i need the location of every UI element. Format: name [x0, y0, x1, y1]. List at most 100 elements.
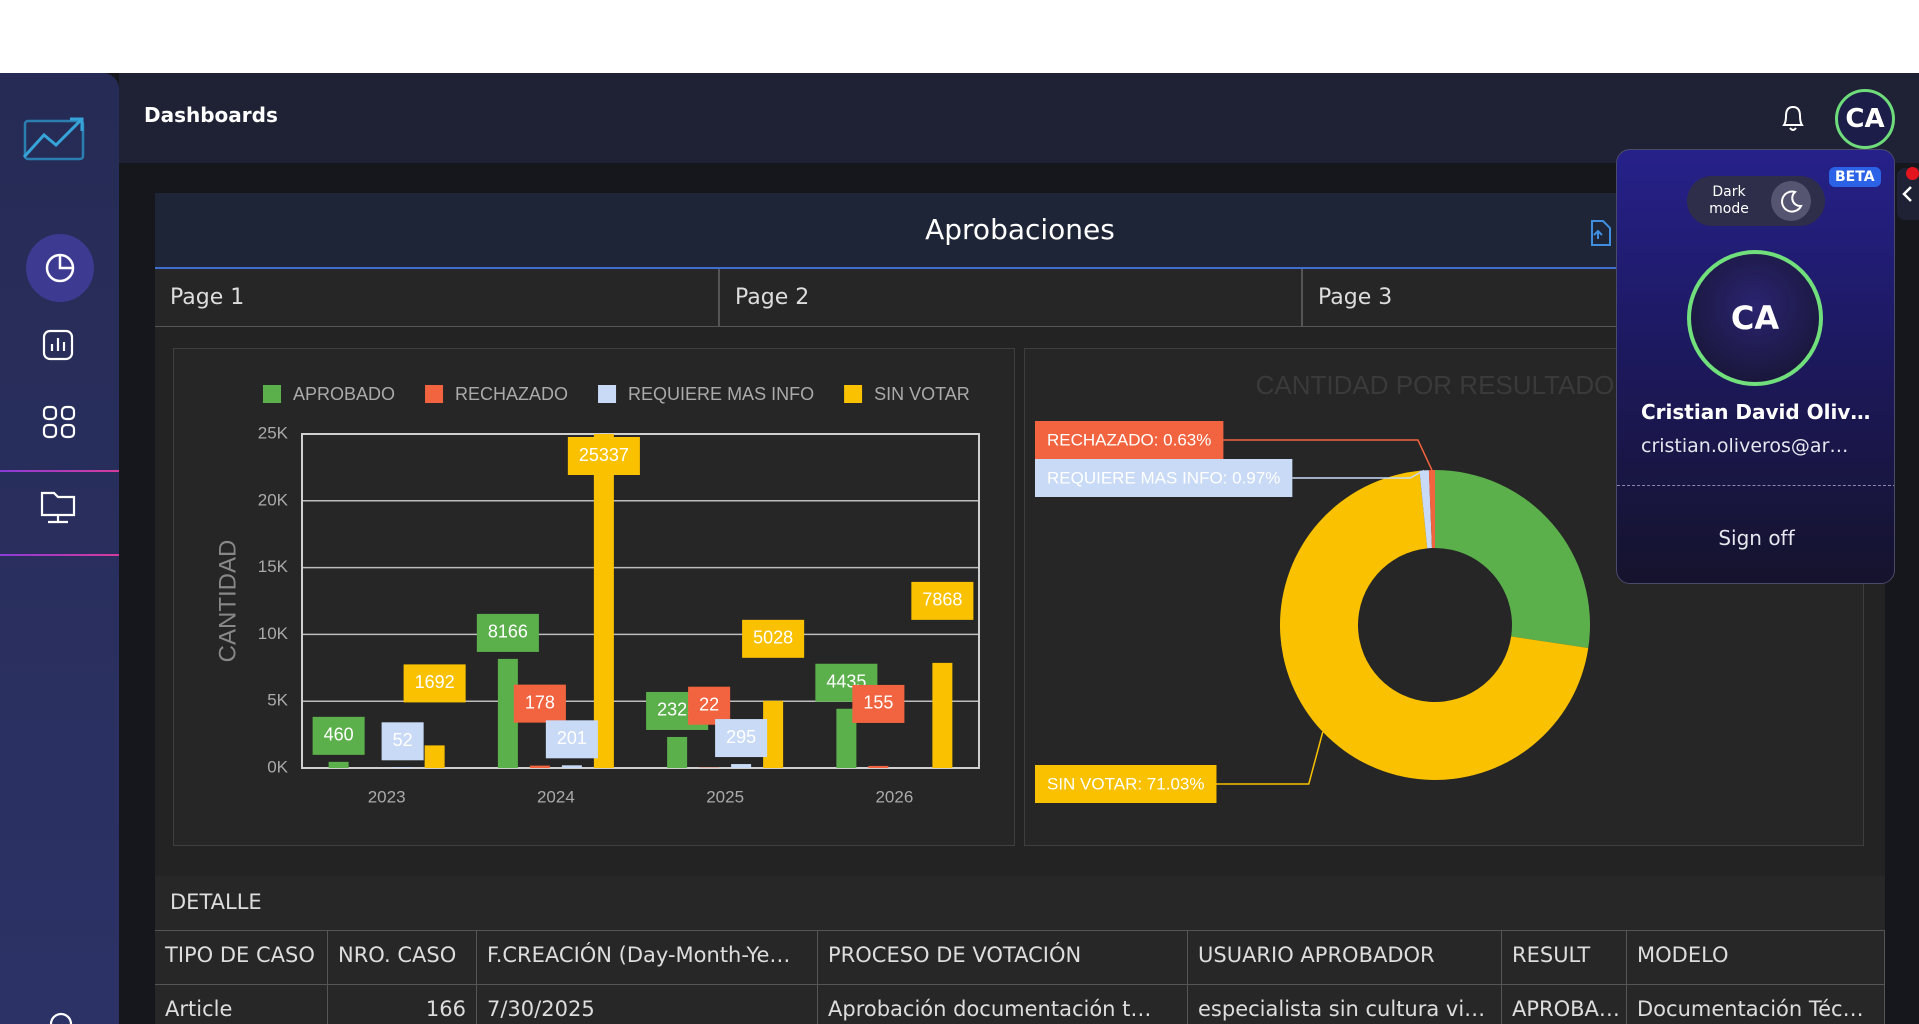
legend-label: APROBADO: [293, 384, 395, 404]
value-label-box: [312, 716, 365, 755]
column-header: TIPO DE CASO: [155, 930, 328, 984]
popup-divider: [1617, 485, 1894, 486]
value-label-box: [852, 684, 905, 723]
x-tick-label: 2024: [537, 787, 575, 806]
bar: [424, 745, 445, 768]
legend-swatch: [263, 385, 281, 403]
nav-divider: [0, 470, 119, 472]
legend-label: SIN VOTAR: [874, 384, 970, 404]
value-label-box: [545, 720, 598, 759]
value-label: 52: [393, 730, 413, 750]
y-tick-label: 5K: [267, 691, 288, 710]
nav-dashboards[interactable]: [25, 233, 95, 303]
report-panel: Aprobaciones Page 1 Page 2 Page 3 0K 5K 10…: [155, 193, 1885, 933]
profile-popup: BETA Dark mode CA Cristian David Oliv… c…: [1616, 149, 1895, 584]
column-header: RESULT: [1502, 930, 1627, 984]
column-header: PROCESO DE VOTACIÓN: [818, 930, 1188, 984]
value-label: SIN VOTAR: 71.03%: [1047, 774, 1204, 793]
value-label: 1692: [415, 672, 455, 692]
value-label: 178: [525, 692, 555, 712]
y-tick-label: 25K: [258, 423, 289, 442]
chart-title: CANTIDAD POR RESULTADO: [1256, 370, 1615, 400]
app: Dashboards CA Aprobaciones Page 1 Page 2…: [0, 73, 1919, 1024]
value-label: 295: [726, 727, 756, 747]
profile-name: Cristian David Oliv…: [1641, 400, 1871, 424]
y-tick-label: 10K: [258, 624, 289, 643]
y-axis-label: CANTIDAD: [214, 540, 241, 663]
value-label-box: [381, 722, 424, 761]
collapse-icon: [1902, 186, 1912, 202]
y-tick-label: 0K: [267, 757, 288, 776]
tab[interactable]: Page 1: [155, 269, 719, 327]
value-label: 201: [557, 728, 587, 748]
beta-badge: BETA: [1829, 167, 1881, 187]
bar: [593, 434, 614, 768]
bar: [763, 700, 784, 768]
value-label: 460: [324, 725, 354, 745]
theme-knob: [1771, 181, 1811, 221]
column-header: NRO. CASO: [328, 930, 477, 984]
bar: [731, 764, 752, 768]
bar: [328, 761, 349, 768]
theme-toggle[interactable]: Dark mode: [1687, 176, 1825, 226]
leader-line: [1216, 731, 1324, 785]
collapse-tab[interactable]: [1897, 168, 1919, 220]
profile-avatar: CA: [1687, 250, 1823, 386]
sidebar: [0, 73, 119, 1024]
value-label-box: [1035, 765, 1217, 803]
value-label: REQUIERE MAS INFO: 0.97%: [1047, 468, 1280, 487]
nav-folder[interactable]: [40, 489, 78, 525]
nav-reports[interactable]: [42, 329, 74, 361]
value-label-box: [911, 581, 974, 620]
notifications-button[interactable]: [1779, 102, 1807, 134]
value-label-box: [1035, 459, 1293, 497]
moon-icon: [1781, 190, 1803, 213]
y-tick-label: 20K: [258, 490, 289, 509]
legend-swatch: [844, 385, 863, 403]
value-label: 155: [863, 693, 893, 713]
value-label-box: [742, 619, 805, 658]
bar-chart-panel: 0K 5K 10K 15K 20K 25K CANTIDAD APROBADO RECHAZAD…: [173, 348, 1015, 846]
bar: [497, 658, 518, 768]
table-cell: APROBA…: [1502, 984, 1627, 1024]
table-cell: 166: [328, 984, 477, 1024]
sign-off-button[interactable]: Sign off: [1718, 526, 1795, 550]
legend-label: REQUIERE MAS INFO: [628, 384, 814, 404]
column-header: USUARIO APROBADOR: [1188, 930, 1502, 984]
notification-dot: [1906, 167, 1919, 180]
legend-swatch: [425, 385, 444, 403]
nav-settings[interactable]: [46, 1009, 76, 1024]
avatar-button[interactable]: CA: [1835, 89, 1895, 149]
export-button[interactable]: [1588, 219, 1614, 247]
top-bar: Dashboards CA: [119, 73, 1919, 163]
legend-label: RECHAZADO: [455, 384, 568, 404]
value-label: RECHAZADO: 0.63%: [1047, 430, 1211, 449]
pie-slice: [1435, 470, 1590, 648]
pie-slice: [1419, 470, 1432, 549]
nav-apps[interactable]: [42, 405, 76, 439]
table-cell: Article: [155, 984, 328, 1024]
logo: [22, 117, 85, 161]
tab[interactable]: Page 2: [719, 269, 1302, 327]
x-tick-label: 2025: [706, 787, 744, 806]
theme-toggle-label: Dark mode: [1709, 184, 1749, 217]
pie-slice: [1280, 470, 1589, 780]
value-label: 2323: [657, 700, 697, 720]
column-header: MODELO: [1627, 930, 1885, 984]
table-cell: Aprobación documentación t…: [818, 984, 1188, 1024]
report-title-bar: Aprobaciones: [155, 193, 1885, 269]
leader-line: [1292, 469, 1425, 479]
x-tick-label: 2023: [368, 787, 406, 806]
bar: [561, 765, 582, 768]
value-label: 22: [699, 694, 719, 714]
page-title: Dashboards: [144, 103, 278, 127]
bar: [392, 767, 413, 768]
pie-slice: [1428, 470, 1435, 549]
value-label-box: [715, 719, 768, 758]
detail-table: TIPO DE CASO Article NRO. CASO 166 F.CREACIÓ…: [155, 930, 1885, 1024]
table-cell: especialista sin cultura vi…: [1188, 984, 1502, 1024]
bars: [328, 434, 953, 768]
x-tick-label: 2026: [875, 787, 913, 806]
detail-title: DETALLE: [170, 890, 262, 914]
